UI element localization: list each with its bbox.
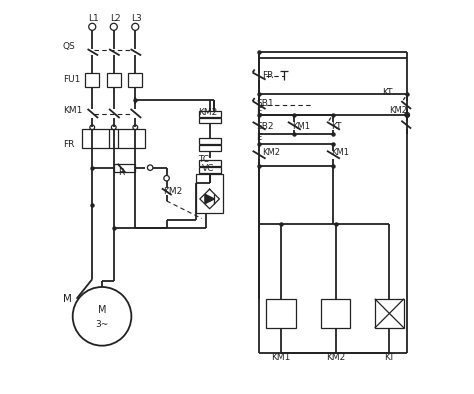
Text: TC: TC	[198, 155, 209, 164]
Text: M: M	[63, 294, 72, 304]
Text: KM1: KM1	[271, 353, 291, 362]
Text: QS: QS	[63, 42, 76, 51]
Bar	[321, 299, 350, 328]
Bar	[107, 72, 121, 87]
Text: R: R	[118, 168, 124, 177]
Bar	[199, 167, 220, 173]
Text: KM1: KM1	[292, 122, 310, 131]
Text: FR: FR	[263, 71, 274, 80]
Text: L1: L1	[88, 15, 99, 24]
Text: FR: FR	[63, 140, 74, 149]
Text: VC: VC	[202, 164, 214, 173]
Bar	[196, 173, 223, 213]
Bar	[266, 299, 296, 328]
Text: M: M	[98, 305, 106, 316]
Polygon shape	[205, 194, 214, 204]
Text: E: E	[256, 107, 262, 116]
Bar	[114, 164, 135, 171]
Bar	[199, 111, 220, 117]
Text: FU1: FU1	[63, 75, 80, 84]
Text: KM1: KM1	[63, 106, 82, 115]
Bar	[85, 72, 99, 87]
Text: KT: KT	[331, 122, 341, 131]
Text: KM1: KM1	[331, 147, 349, 156]
Text: L3: L3	[131, 15, 142, 24]
Text: KM2: KM2	[390, 106, 408, 115]
Text: KM2: KM2	[163, 187, 182, 196]
Bar	[199, 138, 220, 144]
Text: KT: KT	[382, 87, 392, 97]
Bar	[199, 160, 220, 166]
Bar	[199, 145, 220, 151]
Bar	[82, 129, 145, 148]
Bar	[375, 299, 404, 328]
Bar	[199, 117, 220, 123]
Text: KM2: KM2	[263, 147, 281, 156]
Text: KM2: KM2	[198, 108, 217, 117]
Text: KT: KT	[384, 353, 395, 362]
Bar	[128, 72, 142, 87]
Text: KM2: KM2	[326, 353, 346, 362]
Text: L2: L2	[110, 15, 120, 24]
Text: 3~: 3~	[95, 320, 109, 329]
Text: SB1: SB1	[256, 98, 274, 108]
Text: E: E	[256, 133, 262, 141]
Text: SB2: SB2	[256, 122, 274, 131]
